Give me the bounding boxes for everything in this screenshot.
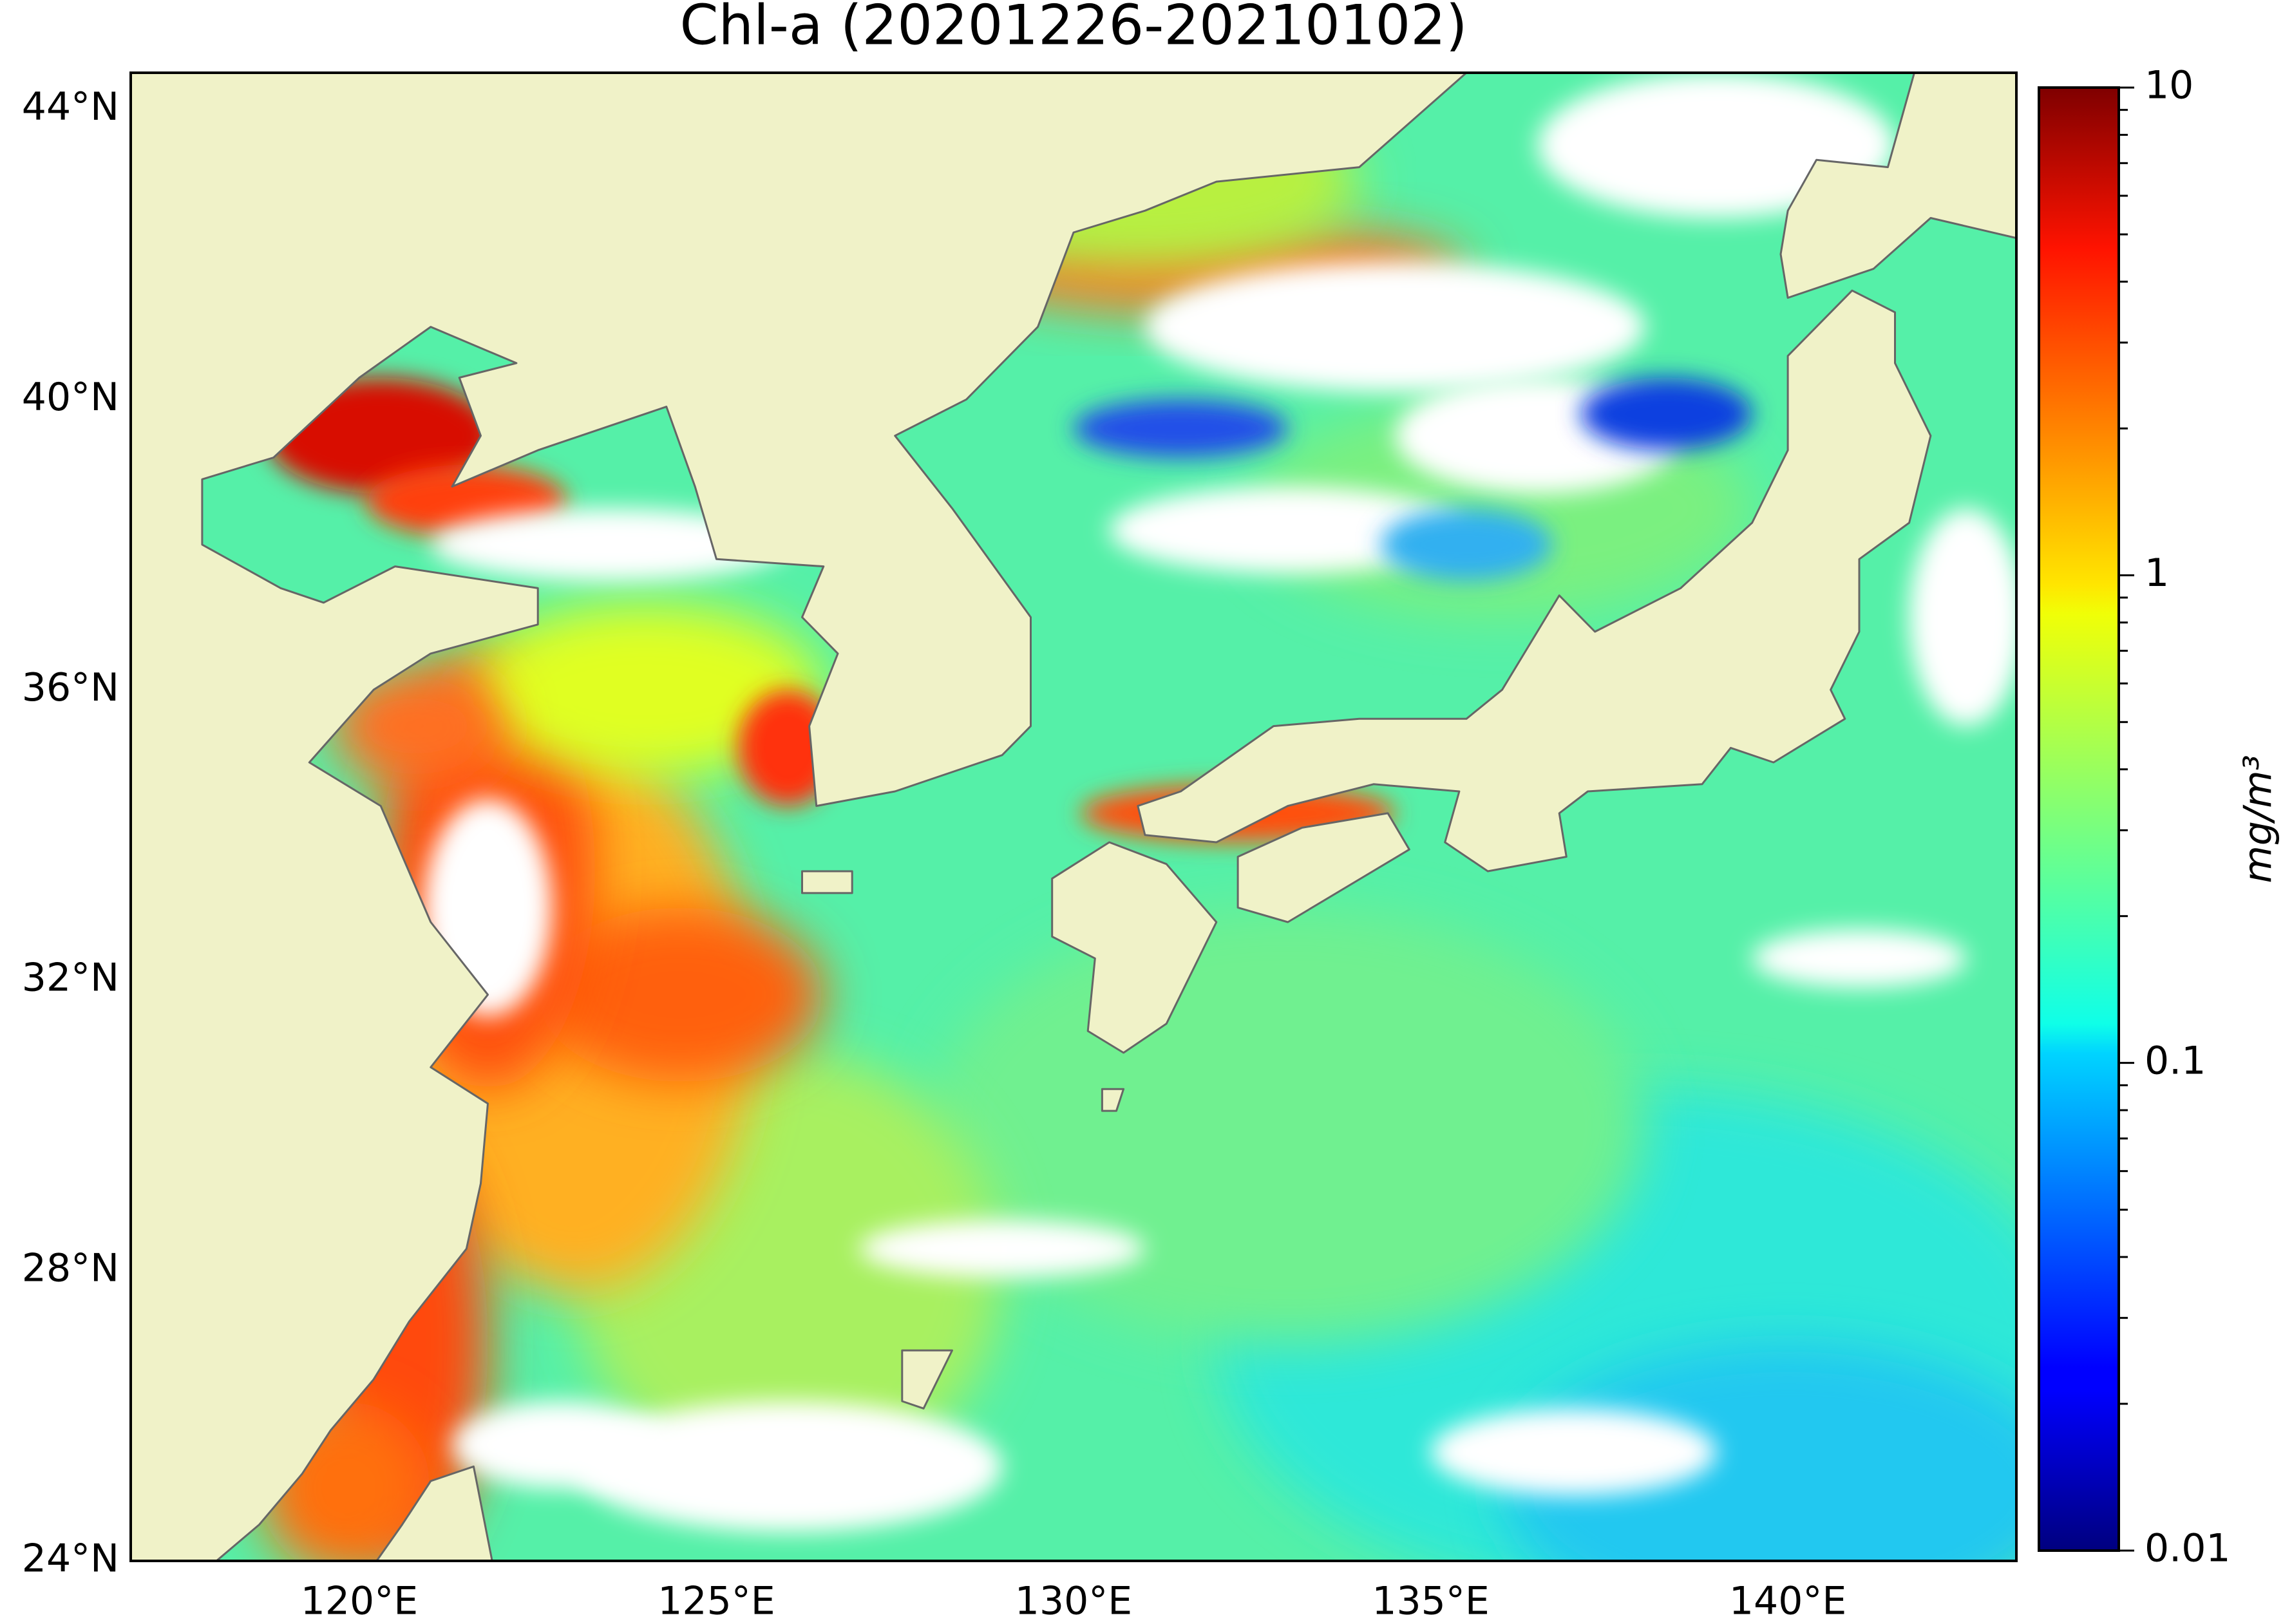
chl-patch bbox=[330, 668, 502, 784]
land bbox=[1137, 289, 1932, 873]
land bbox=[1101, 1088, 1125, 1112]
x-tick-label: 135°E bbox=[1372, 1579, 1489, 1624]
land bbox=[1779, 73, 2016, 299]
map-area bbox=[131, 73, 2016, 1561]
land bbox=[801, 870, 853, 894]
cloud-gap bbox=[1109, 486, 1466, 574]
chl-patch bbox=[931, 907, 1645, 1343]
chl-patch bbox=[1502, 1343, 2016, 1561]
x-tick-label: 130°E bbox=[1015, 1579, 1132, 1624]
y-tick-label: 32°N bbox=[22, 956, 119, 1001]
land bbox=[131, 73, 1468, 1561]
y-tick-label: 28°N bbox=[22, 1246, 119, 1291]
colorbar-tick-label: 10 bbox=[2145, 63, 2193, 108]
colorbar: 0.01 0.1 1 10 mg/m³ bbox=[2038, 63, 2281, 1571]
land bbox=[1051, 841, 1218, 1054]
x-tick-label: 140°E bbox=[1729, 1579, 1846, 1624]
colorbar-gradient bbox=[2038, 86, 2120, 1552]
y-tick-label: 24°N bbox=[22, 1536, 119, 1582]
low-chl-patch bbox=[1380, 508, 1553, 581]
cloud-gap bbox=[430, 508, 788, 581]
land bbox=[901, 1349, 953, 1410]
cloud-gap bbox=[573, 1401, 1003, 1532]
x-tick-label: 125°E bbox=[658, 1579, 775, 1624]
land bbox=[375, 1465, 493, 1561]
chl-patch bbox=[466, 602, 824, 777]
cloud-gap bbox=[1909, 508, 2016, 726]
y-tick-label: 44°N bbox=[22, 84, 119, 129]
colorbar-tick-label: 0.01 bbox=[2145, 1526, 2231, 1571]
cloud-gap bbox=[452, 1401, 667, 1489]
cloud-gap bbox=[859, 1220, 1145, 1278]
colorbar-tick-label: 1 bbox=[2145, 551, 2169, 596]
map-frame bbox=[129, 71, 2018, 1562]
low-chl-patch bbox=[1580, 377, 1752, 451]
map-title: Chl-a (20201226-20210102) bbox=[679, 0, 1467, 57]
land bbox=[1236, 812, 1410, 923]
cloud-gap bbox=[1752, 929, 1967, 988]
x-tick-label: 120°E bbox=[301, 1579, 418, 1624]
cloud-gap bbox=[1144, 261, 1645, 393]
chl-patch bbox=[538, 907, 824, 1082]
low-chl-patch bbox=[1074, 399, 1288, 458]
colorbar-label: mg/m³ bbox=[2236, 755, 2281, 883]
y-tick-label: 36°N bbox=[22, 665, 119, 710]
colorbar-tick-label: 0.1 bbox=[2145, 1038, 2206, 1083]
cloud-gap bbox=[1430, 1408, 1717, 1496]
y-tick-label: 40°N bbox=[22, 375, 119, 420]
